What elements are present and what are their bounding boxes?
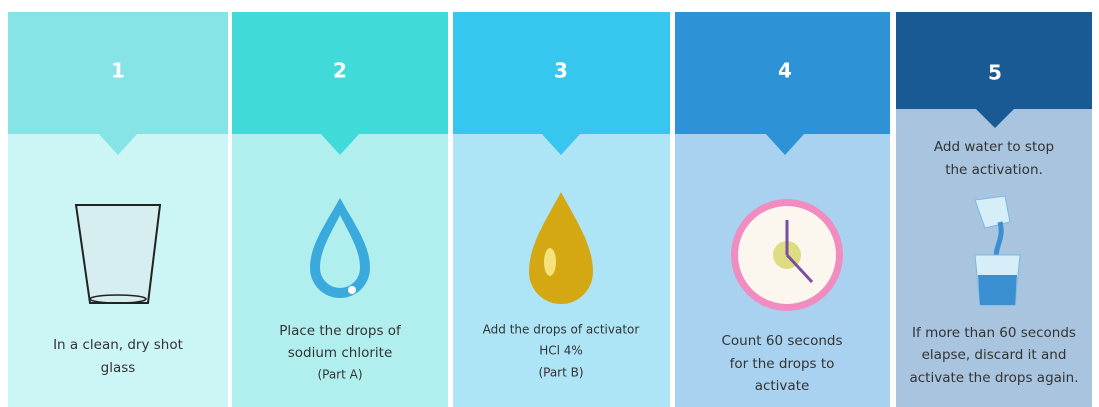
step-panel: 3 Add the drops of activator HCl 4% (Par… (453, 12, 670, 407)
step-text: Place the drops of (279, 323, 402, 339)
step-number: 1 (111, 59, 125, 83)
step-number: 2 (333, 59, 347, 83)
glass-icon (76, 205, 160, 303)
step-number: 5 (988, 61, 1002, 85)
step-text: activate (755, 378, 810, 394)
drop-shine (544, 248, 556, 276)
step-number: 4 (778, 59, 792, 83)
step-text: the activation. (945, 162, 1043, 178)
step-panel: 1 In a clean, dry shot glass (8, 12, 228, 407)
infographic: 1 In a clean, dry shot glass 2 Place the… (0, 0, 1099, 407)
step-text: sodium chlorite (288, 345, 393, 361)
step-text: HCl 4% (539, 344, 583, 358)
drop-shine (348, 286, 356, 294)
step-panel: 5 Add water to stop the activation. If m… (896, 12, 1092, 407)
step-text: (Part B) (538, 366, 583, 380)
step-text: activate the drops again. (909, 370, 1078, 386)
step-text: If more than 60 seconds (912, 325, 1076, 341)
step-text: Count 60 seconds (721, 333, 842, 349)
step-text: Add the drops of activator (483, 323, 640, 337)
step-number: 3 (554, 59, 568, 83)
step-text: In a clean, dry shot (53, 337, 183, 353)
step-text: (Part A) (317, 368, 362, 382)
step-text: glass (101, 360, 136, 376)
step-text: Add water to stop (934, 139, 1054, 155)
step-text: elapse, discard it and (922, 347, 1067, 363)
step-panel: 2 Place the drops of sodium chlorite (Pa… (232, 12, 448, 407)
step-panel: 4 Count 60 seconds for the drops to acti… (675, 12, 890, 407)
water (978, 275, 1017, 305)
step-text: for the drops to (730, 356, 835, 372)
